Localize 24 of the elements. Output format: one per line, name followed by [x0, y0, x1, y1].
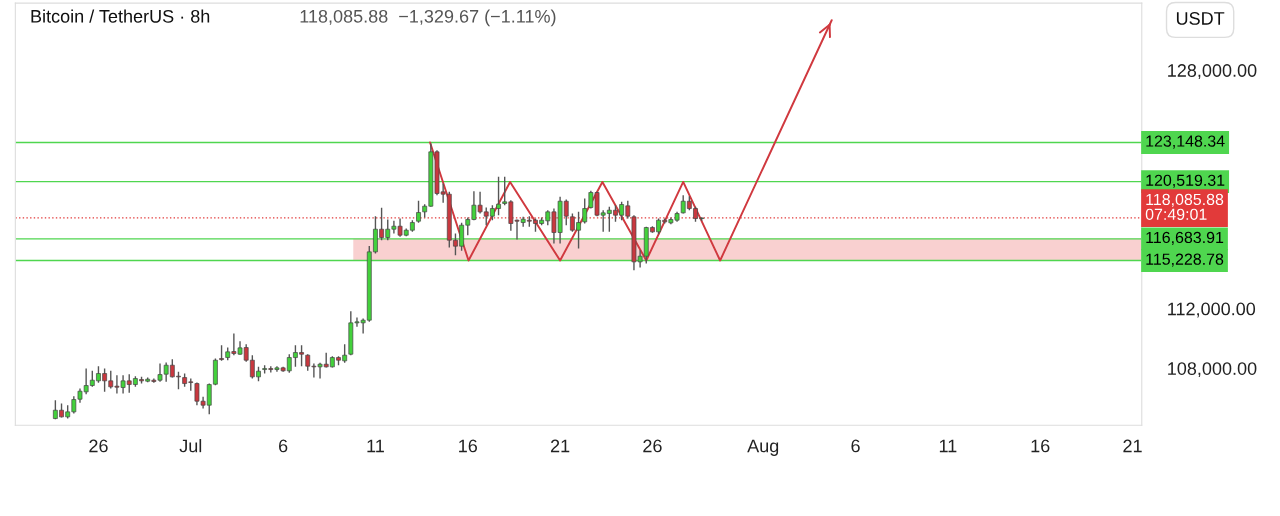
x-tick-label: 21: [550, 439, 570, 453]
x-tick-label: 11: [367, 439, 384, 453]
chart-subtitle: 118,085.88 −1,329.67 (−1.11%): [300, 9, 556, 27]
chart-title: Bitcoin / TetherUS · 8h: [31, 9, 210, 23]
ref-line-label: 120,519.31: [1146, 174, 1225, 188]
x-tick-label: 6: [851, 439, 860, 453]
x-tick-label: 6: [279, 439, 288, 453]
y-tick-label: 128,000.00: [1168, 64, 1257, 80]
x-tick-label: 16: [459, 439, 478, 453]
ref-line-label: 123,148.34: [1146, 135, 1225, 149]
y-axis-title: USDT: [1176, 12, 1225, 25]
candlestick: [582, 197, 588, 225]
x-tick-label: 26: [643, 439, 662, 453]
ref-line-label: 116,683.91: [1146, 231, 1224, 245]
x-tick-label: 26: [89, 439, 108, 453]
y-tick-label: 112,000.00: [1168, 302, 1256, 318]
ref-line-label: 115,228.78: [1146, 253, 1224, 267]
x-tick-label: Jul: [179, 439, 202, 453]
y-tick-label: 108,000.00: [1168, 362, 1257, 378]
ref-line-label: 118,085.88 07:49:01: [1145, 193, 1224, 220]
x-tick-label: 11: [939, 439, 957, 453]
x-tick-label: Aug: [747, 439, 779, 456]
x-tick-label: 21: [1123, 439, 1142, 453]
x-tick-label: 16: [1031, 439, 1050, 453]
